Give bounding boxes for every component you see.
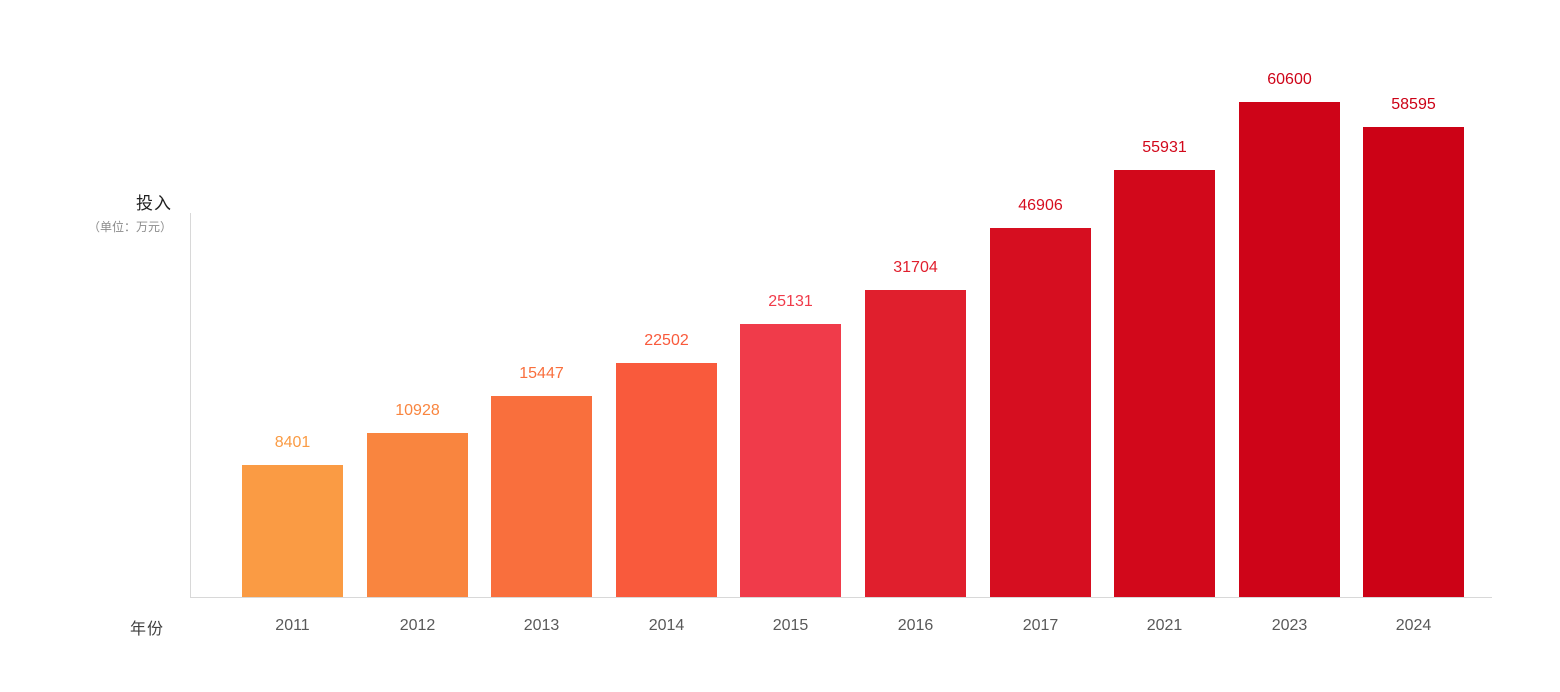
bar-group: 10928 2012 [367,0,468,634]
bars-area: 8401 2011 10928 2012 15447 2013 22502 2014 25131… [242,0,1464,634]
bar-group: 25131 2015 [740,0,841,634]
bar-group: 46906 2017 [990,0,1091,634]
x-tick-label: 2014 [648,617,685,634]
bar-group: 58595 2024 [1363,0,1464,634]
bar [1363,127,1464,597]
y-axis-unit-label: （单位：万元） [87,220,172,234]
x-tick-label: 2016 [897,617,934,634]
bar [990,228,1091,597]
bar [367,433,468,597]
x-tick-label: 2013 [523,617,560,634]
bar-value-label: 58595 [1391,96,1436,113]
x-axis-line [190,597,1492,598]
y-axis-title: 投入 （单位：万元） [0,194,172,234]
bar-value-label: 55931 [1142,139,1187,156]
x-tick-label: 2017 [1022,617,1059,634]
bar-value-label: 31704 [893,259,938,276]
bar-group: 22502 2014 [616,0,717,634]
bar-group: 8401 2011 [242,0,343,634]
bar-group: 31704 2016 [865,0,966,634]
bar-value-label: 15447 [519,365,564,382]
x-axis-label: 年份 [130,621,165,638]
bar [740,324,841,597]
x-tick-label: 2021 [1146,617,1183,634]
bar-value-label: 46906 [1018,197,1063,214]
x-tick-label: 2012 [399,617,436,634]
bar-value-label: 8401 [274,434,311,451]
bar-group: 55931 2021 [1114,0,1215,634]
y-axis-line [190,213,191,597]
bar-value-label: 25131 [768,293,813,310]
bar [1239,102,1340,597]
y-axis-label: 投入 [136,194,172,213]
bar [242,465,343,597]
bar-value-label: 10928 [395,402,440,419]
bar [1114,170,1215,597]
x-tick-label: 2011 [275,617,310,634]
bar-group: 60600 2023 [1239,0,1340,634]
bar [491,396,592,597]
x-tick-label: 2015 [772,617,809,634]
bar-value-label: 22502 [644,332,689,349]
bar [616,363,717,597]
bar [865,290,966,597]
x-tick-label: 2024 [1395,617,1432,634]
bar-value-label: 60600 [1267,71,1312,88]
x-tick-label: 2023 [1271,617,1308,634]
bar-group: 15447 2013 [491,0,592,634]
